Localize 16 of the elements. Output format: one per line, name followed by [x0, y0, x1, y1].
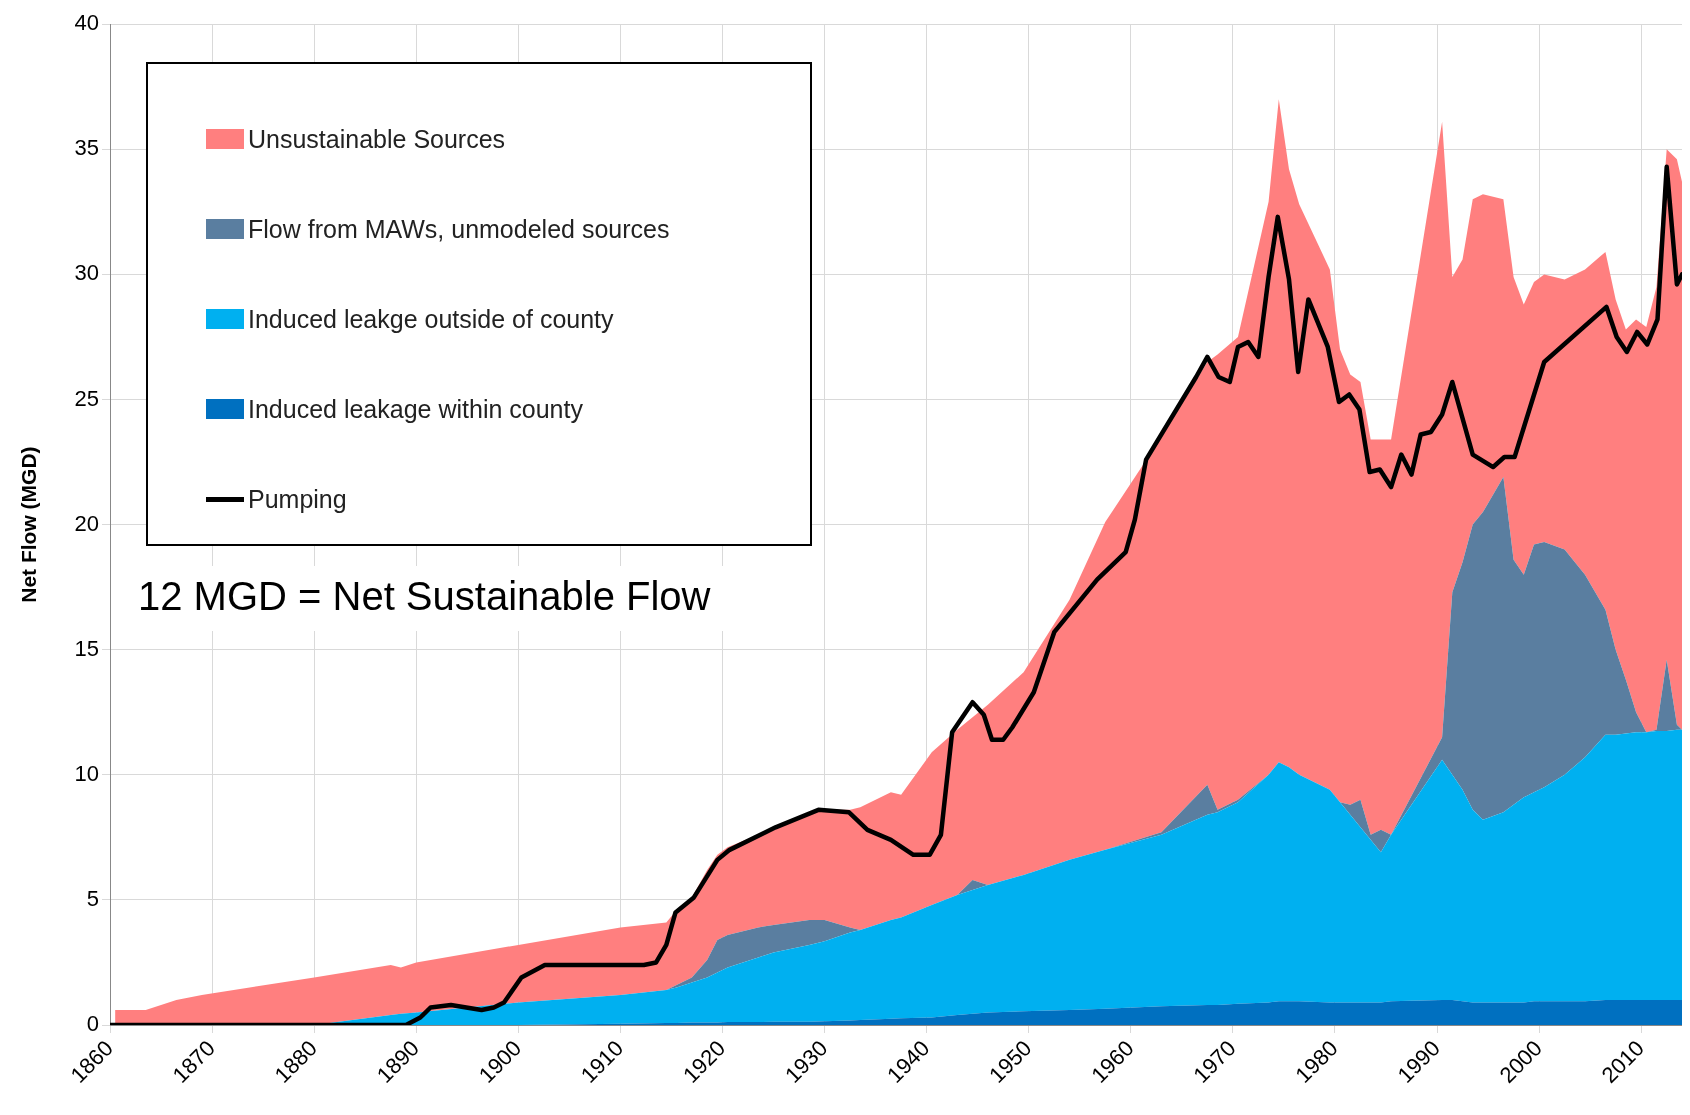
y-tick-label: 40 [74, 10, 99, 36]
legend-label: Flow from MAWs, unmodeled sources [248, 214, 670, 244]
annotation: 12 MGD = Net Sustainable Flow [128, 566, 791, 631]
y-tick-label: 25 [74, 385, 99, 411]
y-tick-label: 5 [86, 885, 99, 911]
legend-label: Induced leakage within county [248, 394, 583, 424]
y-axis-title: Net Flow (MGD) [17, 446, 41, 603]
y-tick-label: 20 [74, 510, 99, 536]
y-tick-label: 30 [74, 260, 99, 286]
y-tick-label: 10 [74, 760, 99, 786]
legend-label: Induced leakge outside of county [248, 304, 614, 334]
legend-label: Pumping [248, 484, 347, 514]
y-tick-label: 0 [86, 1011, 99, 1037]
y-tick-label: 35 [74, 135, 99, 161]
legend-label: Unsustainable Sources [248, 124, 506, 154]
y-tick-label: 15 [74, 635, 99, 661]
